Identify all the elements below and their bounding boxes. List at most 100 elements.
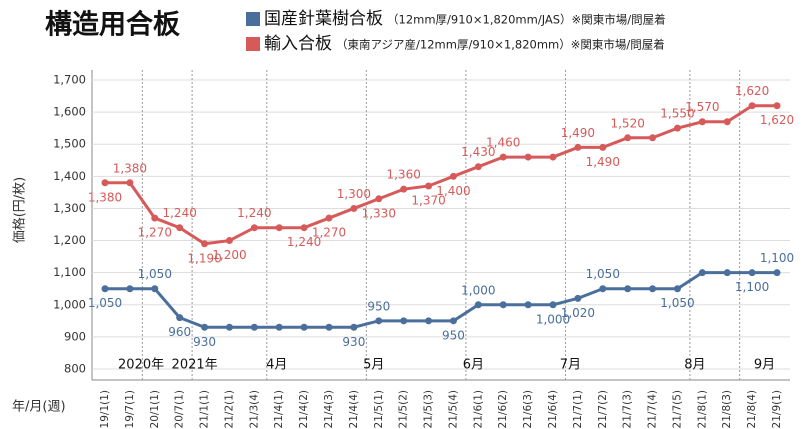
data-label: 1,100: [760, 251, 794, 265]
data-label: 1,490: [586, 155, 620, 169]
data-point: [151, 214, 159, 222]
data-point: [649, 134, 657, 142]
data-point: [499, 153, 507, 161]
x-tick-label: 19/1(1): [99, 390, 111, 428]
data-point: [250, 323, 258, 331]
data-label: 1,300: [337, 187, 371, 201]
data-point: [449, 172, 457, 180]
x-tick-label: 21/8(4): [746, 390, 758, 428]
x-tick-label: 21/8(3): [721, 390, 733, 428]
data-point: [499, 301, 507, 309]
legend-note: （東南アジア産/12mm厚/910×1,820mm）※関東市場/問屋着: [336, 38, 665, 52]
data-point: [698, 269, 706, 277]
legend-label: 国産針葉樹合板: [264, 9, 383, 29]
data-point: [176, 314, 184, 322]
data-label: 1,330: [362, 206, 396, 220]
data-point: [101, 285, 109, 293]
data-point: [748, 102, 756, 110]
period-label: 9月: [754, 358, 775, 373]
x-tick-label: 21/4(4): [348, 390, 360, 428]
data-label: 1,000: [461, 283, 495, 297]
data-point: [549, 153, 557, 161]
data-point: [400, 185, 408, 193]
data-label: 1,430: [461, 145, 495, 159]
data-point: [723, 118, 731, 126]
data-point: [201, 240, 209, 248]
data-point: [300, 323, 308, 331]
data-point: [624, 134, 632, 142]
data-label: 1,190: [187, 251, 221, 265]
data-label: 1,200: [212, 248, 246, 262]
data-label: 1,370: [411, 193, 445, 207]
y-tick-label: 900: [64, 329, 86, 343]
data-label: 1,620: [735, 84, 769, 98]
x-tick-label: 21/7(5): [671, 390, 683, 428]
data-label: 1,550: [660, 107, 694, 121]
data-point: [673, 285, 681, 293]
data-label: 1,000: [536, 312, 570, 326]
legend-swatch: [246, 12, 260, 26]
data-point: [599, 285, 607, 293]
data-label: 950: [442, 328, 465, 342]
x-tick-label: 21/4(1): [273, 390, 285, 428]
series-line: [105, 271, 777, 329]
period-label: 2021年: [172, 358, 218, 373]
x-tick-label: 21/5(2): [398, 390, 410, 428]
y-tick-label: 1,200: [53, 233, 86, 247]
data-point: [375, 195, 383, 203]
y-tick-label: 1,300: [53, 201, 86, 215]
data-point: [673, 124, 681, 132]
data-point: [524, 301, 532, 309]
series-line: [105, 104, 777, 246]
x-tick-label: 20/7(1): [174, 390, 186, 428]
data-point: [574, 294, 582, 302]
data-label: 1,020: [561, 306, 595, 320]
y-tick-label: 1,100: [53, 265, 86, 279]
data-label: 1,490: [561, 126, 595, 140]
data-label: 1,050: [586, 267, 620, 281]
data-label: 930: [193, 335, 216, 349]
data-point: [151, 285, 159, 293]
data-point: [225, 237, 233, 245]
data-label: 950: [367, 299, 390, 313]
data-point: [773, 102, 781, 110]
x-tick-label: 21/7(1): [572, 390, 584, 428]
x-tick-label: 21/9(1): [771, 390, 783, 428]
period-label: 6月: [463, 358, 484, 373]
data-point: [126, 179, 134, 187]
data-label: 930: [342, 335, 365, 349]
data-label: 1,520: [610, 116, 644, 130]
period-label: 2020年: [118, 358, 164, 373]
data-label: 960: [168, 325, 191, 339]
data-label: 1,240: [162, 206, 196, 220]
data-point: [549, 301, 557, 309]
data-label: 1,270: [138, 226, 172, 240]
x-tick-label: 21/4(2): [298, 390, 310, 428]
data-label: 1,460: [486, 136, 520, 150]
data-point: [101, 179, 109, 187]
data-point: [275, 323, 283, 331]
data-label: 1,240: [287, 235, 321, 249]
x-tick-label: 21/6(3): [522, 390, 534, 428]
period-label: 8月: [684, 358, 705, 373]
data-label: 1,050: [138, 267, 172, 281]
y-tick-label: 1,600: [53, 105, 86, 119]
data-point: [126, 285, 134, 293]
data-label: 1,400: [436, 184, 470, 198]
x-tick-label: 21/7(2): [597, 390, 609, 428]
data-point: [748, 269, 756, 277]
y-tick-label: 1,700: [53, 73, 86, 87]
x-tick-label: 21/8(1): [696, 390, 708, 428]
data-label: 1,050: [88, 296, 122, 310]
y-tick-label: 1,000: [53, 297, 86, 311]
y-axis-label: 価格(円/枚): [12, 177, 28, 244]
data-point: [524, 153, 532, 161]
data-label: 1,620: [760, 113, 794, 127]
data-label: 1,240: [237, 206, 271, 220]
data-label: 1,380: [88, 190, 122, 204]
data-point: [773, 269, 781, 277]
x-tick-label: 20/1(1): [149, 390, 161, 428]
x-tick-label: 21/4(3): [323, 390, 335, 428]
data-point: [250, 224, 258, 232]
